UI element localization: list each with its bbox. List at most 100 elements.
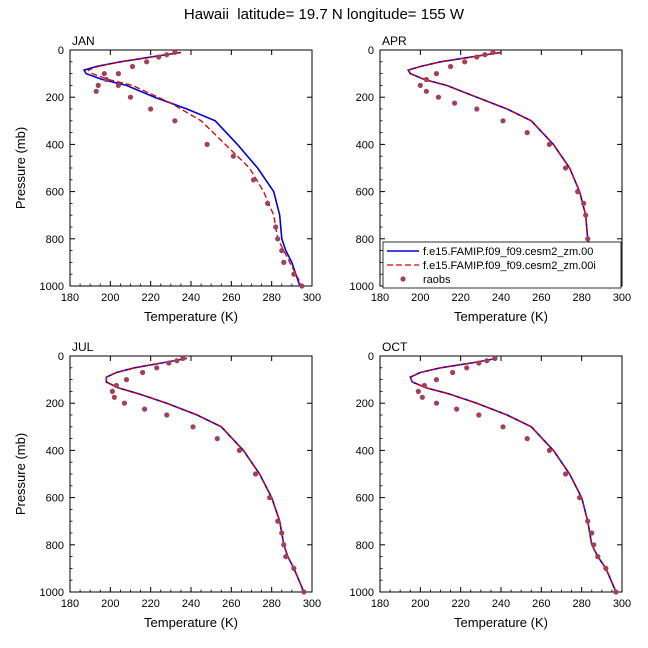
raobs-point-jan: [127, 94, 134, 100]
raobs-point-jul: [111, 394, 117, 400]
raobs-point-jul: [109, 388, 115, 394]
panel-label-apr: APR: [382, 34, 407, 48]
x-tick-label-oct: 260: [532, 598, 550, 610]
x-tick-label-jul: 200: [101, 598, 119, 610]
x-tick-label-jul: 180: [61, 598, 79, 610]
raobs-point-jan: [265, 200, 271, 206]
raobs-point-jan: [115, 71, 121, 77]
raobs-point-oct: [484, 358, 490, 364]
page-title: Hawaii latitude= 19.7 N longitude= 155 W: [183, 6, 465, 23]
raobs-point-oct: [454, 406, 460, 412]
raobs-point-oct: [585, 518, 591, 524]
raobs-point-jan: [172, 118, 178, 124]
raobs-point-jul: [214, 436, 220, 442]
raobs-point-apr: [482, 52, 488, 58]
y-tick-label-oct: 400: [356, 445, 374, 457]
raobs-point-jul: [180, 355, 186, 361]
series-line-00-jan: [82, 51, 301, 286]
raobs-point-jul: [113, 382, 119, 389]
raobs-point-oct: [546, 447, 553, 453]
raobs-point-jan: [115, 82, 121, 88]
raobs-point-apr: [474, 106, 480, 112]
raobs-point-oct: [415, 388, 421, 394]
y-axis-label-jan: Pressure (mb): [13, 127, 28, 209]
x-tick-label-jan: 220: [141, 292, 159, 304]
series-line-00i-jan: [86, 51, 303, 286]
x-tick-label-apr: 260: [532, 292, 550, 304]
x-tick-label-apr: 280: [572, 292, 590, 304]
y-tick-label-jan: 400: [46, 139, 64, 151]
raobs-point-apr: [423, 88, 429, 94]
raobs-point-jul: [121, 400, 128, 406]
raobs-point-jan: [95, 82, 101, 88]
raobs-point-jul: [283, 554, 289, 560]
raobs-point-jul: [166, 360, 172, 366]
y-tick-label-oct: 600: [356, 493, 374, 505]
raobs-point-oct: [450, 369, 456, 376]
raobs-point-jul: [279, 530, 285, 536]
y-tick-label-jul: 0: [58, 351, 64, 363]
raobs-point-oct: [421, 382, 427, 389]
raobs-point-oct: [595, 554, 601, 560]
raobs-point-oct: [419, 394, 425, 400]
raobs-point-jan: [101, 71, 107, 77]
raobs-point-jan: [144, 59, 150, 65]
raobs-point-jan: [103, 76, 109, 83]
plot-frame-jan: [69, 49, 313, 287]
y-tick-label-apr: 400: [356, 139, 374, 151]
y-tick-label-apr: 0: [368, 45, 374, 57]
raobs-point-jul: [174, 358, 180, 364]
raobs-point-oct: [562, 471, 569, 477]
raobs-point-jan: [299, 283, 305, 289]
raobs-point-jul: [140, 369, 146, 376]
legend-label-0: f.e15.FAMIP.f09_f09.cesm2_zm.00: [423, 246, 593, 258]
raobs-point-oct: [464, 365, 470, 371]
raobs-point-jan: [275, 236, 281, 242]
raobs-point-jul: [275, 518, 281, 524]
raobs-point-apr: [423, 76, 429, 83]
y-tick-label-apr: 800: [356, 234, 374, 246]
raobs-point-oct: [613, 589, 619, 595]
plot-frame-jul: [69, 355, 313, 593]
raobs-point-apr: [474, 54, 480, 60]
raobs-point-jul: [164, 412, 170, 418]
raobs-point-oct: [476, 412, 482, 418]
raobs-point-jul: [252, 471, 259, 477]
raobs-point-jul: [190, 424, 196, 430]
x-axis-label-jul: Temperature (K): [144, 615, 238, 630]
x-axis-label-jan: Temperature (K): [144, 309, 238, 324]
raobs-point-apr: [585, 236, 591, 242]
y-tick-label-jul: 800: [46, 540, 64, 552]
x-tick-label-jan: 260: [222, 292, 240, 304]
raobs-point-jan: [164, 52, 170, 58]
raobs-point-jan: [204, 141, 210, 147]
x-axis-label-oct: Temperature (K): [454, 615, 548, 630]
raobs-point-apr: [524, 130, 530, 136]
raobs-point-apr: [575, 189, 581, 195]
y-tick-label-jan: 0: [58, 45, 64, 57]
raobs-point-jul: [154, 365, 160, 371]
y-tick-label-oct: 200: [356, 398, 374, 410]
raobs-point-oct: [589, 530, 595, 536]
legend-label-2: raobs: [423, 274, 451, 286]
y-tick-label-jan: 1000: [40, 281, 64, 293]
raobs-point-jan: [250, 177, 257, 183]
raobs-point-oct: [492, 355, 498, 361]
x-tick-label-oct: 200: [411, 598, 429, 610]
y-tick-label-apr: 1000: [350, 281, 374, 293]
panel-label-jan: JAN: [72, 34, 95, 48]
x-tick-label-oct: 280: [572, 598, 590, 610]
raobs-point-jul: [291, 565, 297, 572]
panel-label-oct: OCT: [382, 340, 408, 354]
raobs-point-jan: [291, 271, 297, 277]
raobs-point-oct: [500, 424, 506, 430]
raobs-point-apr: [435, 94, 442, 100]
y-axis-label-jul: Pressure (mb): [13, 433, 28, 515]
raobs-point-apr: [462, 59, 468, 65]
x-tick-label-jul: 220: [141, 598, 159, 610]
x-tick-label-jan: 200: [101, 292, 119, 304]
raobs-point-jul: [301, 589, 307, 595]
x-tick-label-jul: 260: [222, 598, 240, 610]
x-tick-label-oct: 240: [492, 598, 510, 610]
